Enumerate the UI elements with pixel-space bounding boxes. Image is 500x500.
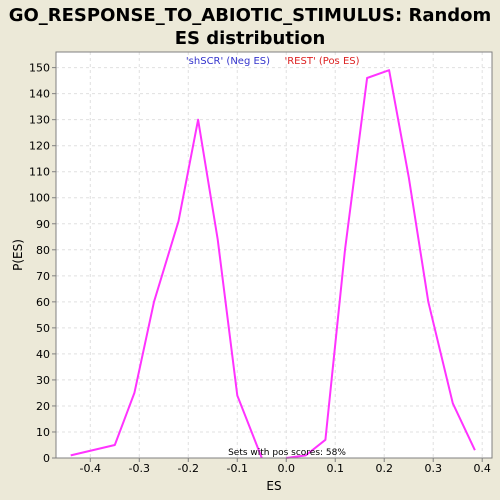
y-tick-label: 100 (29, 192, 50, 205)
y-tick-label: 130 (29, 114, 50, 127)
y-tick-label: 110 (29, 166, 50, 179)
y-tick-label: 40 (36, 348, 50, 361)
grid (56, 52, 492, 459)
y-tick-label: 50 (36, 322, 50, 335)
x-tick-label: -0.1 (227, 462, 248, 475)
y-tick-label: 150 (29, 62, 50, 75)
x-tick-label: 0.1 (326, 462, 344, 475)
x-tick-label: 0.3 (424, 462, 442, 475)
y-tick-label: 70 (36, 270, 50, 283)
series-line-neg-es (70, 118, 263, 459)
y-tick-label: 80 (36, 244, 50, 257)
series-line-pos-es (286, 69, 476, 459)
axes: -0.4 -0.3 -0.2 -0.1 0.0 0.1 0.2 0.3 0.4 0 10 20 30 40… (29, 62, 491, 475)
y-tick-label: 120 (29, 140, 50, 153)
chart-title: GO_RESPONSE_TO_ABIOTIC_STIMULUS: Random … (8, 5, 492, 49)
y-tick-label: 30 (36, 374, 50, 387)
x-axis-title: ES (266, 479, 281, 493)
y-tick-label: 20 (36, 400, 50, 413)
y-tick-label: 90 (36, 218, 50, 231)
legend-item-pos: 'REST' (Pos ES) (284, 56, 359, 67)
x-tick-label: -0.2 (178, 462, 199, 475)
annotation-pos-scores: Sets with pos scores: 58% (228, 448, 346, 458)
y-tick-label: 0 (43, 452, 50, 465)
x-tick-label: 0.0 (277, 462, 295, 475)
y-tick-label: 140 (29, 88, 50, 101)
x-tick-label: -0.3 (129, 462, 150, 475)
x-tick-label: 0.4 (473, 462, 491, 475)
x-tick-label: 0.2 (375, 462, 393, 475)
y-tick-label: 60 (36, 296, 50, 309)
x-tick-label: -0.4 (80, 462, 101, 475)
series-layer (70, 69, 476, 459)
plot-border (55, 51, 493, 459)
y-tick-label: 10 (36, 426, 50, 439)
plot-background (56, 52, 492, 458)
legend-item-neg: 'shSCR' (Neg ES) (186, 56, 270, 67)
y-axis-title: P(ES) (11, 239, 25, 271)
